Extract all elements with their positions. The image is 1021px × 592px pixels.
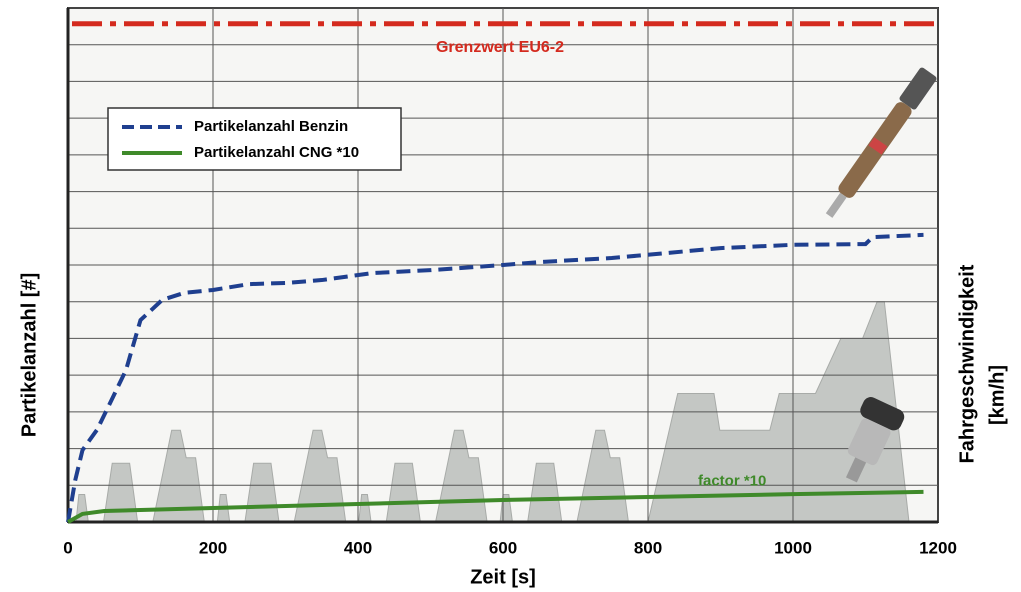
legend-label: Partikelanzahl CNG *10 (194, 144, 359, 161)
x-tick-label: 1000 (774, 538, 812, 557)
x-tick-label: 800 (634, 538, 662, 557)
page: 0 200 400 600 800 1000 1200 Grenzwert EU6-2 fact… (0, 0, 1021, 592)
x-tick-label: 200 (199, 538, 227, 557)
x-tick-label: 0 (63, 538, 72, 557)
limit-label: Grenzwert EU6-2 (436, 39, 564, 56)
legend-label: Partikelanzahl Benzin (194, 118, 348, 135)
y-axis-title: Partikelanzahl [#] (18, 273, 40, 438)
y2-axis-title: Fahrgeschwindigkeit (956, 264, 978, 463)
x-tick-label: 600 (489, 538, 517, 557)
x-tick-label: 400 (344, 538, 372, 557)
annotation: factor *10 (698, 473, 766, 490)
y2-axis-title: [km/h] (986, 365, 1008, 425)
x-tick-label: 1200 (919, 538, 957, 557)
x-axis-title: Zeit [s] (470, 566, 536, 588)
chart: 0 200 400 600 800 1000 1200 Grenzwert EU6-2 fact… (0, 0, 1021, 592)
